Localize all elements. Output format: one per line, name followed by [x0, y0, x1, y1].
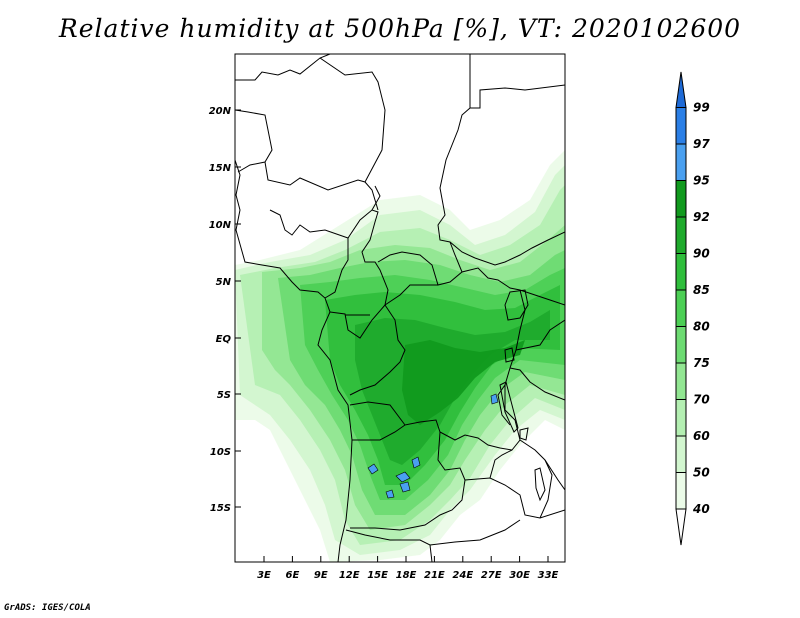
colorbar-label: 85 — [693, 283, 710, 297]
colorbar-box — [675, 253, 687, 291]
colorbar-label: 92 — [693, 210, 710, 224]
lon-label: 33E — [538, 570, 559, 581]
colorbar-boxes — [675, 71, 687, 546]
lon-label: 21E — [424, 570, 445, 581]
lat-label: 15N — [209, 163, 232, 174]
lon-label: 30E — [509, 570, 530, 581]
lon-label: 9E — [314, 570, 328, 581]
country-borders — [235, 54, 565, 562]
grads-credit: GrADS: IGES/COLA — [4, 603, 91, 613]
colorbar-box — [675, 143, 687, 181]
lon-label: 24E — [452, 570, 473, 581]
lon-label: 12E — [339, 570, 360, 581]
map-panel — [235, 54, 565, 562]
colorbar: 99 97 95 92 90 85 80 75 70 60 50 40 — [675, 71, 710, 546]
colorbar-box — [675, 289, 687, 327]
colorbar-box — [675, 472, 687, 510]
colorbar-below-triangle — [675, 508, 687, 546]
humidity-field — [235, 150, 565, 562]
lat-label: 5S — [217, 390, 231, 401]
colorbar-above-triangle — [675, 71, 687, 108]
high-humidity-patches — [367, 393, 499, 499]
latitude-axis: 20N 15N 10N 5N EQ 5S 10S 15S — [209, 106, 241, 514]
lat-label: EQ — [216, 334, 232, 345]
lat-label: 10S — [210, 447, 231, 458]
lon-label: 15E — [367, 570, 388, 581]
lon-label: 6E — [286, 570, 300, 581]
colorbar-label: 60 — [693, 429, 710, 443]
colorbar-label: 95 — [693, 174, 710, 188]
colorbar-label: 80 — [693, 320, 710, 334]
lat-label: 15S — [210, 503, 231, 514]
colorbar-box — [675, 435, 687, 473]
colorbar-box — [675, 362, 687, 400]
lon-label: 3E — [257, 570, 271, 581]
colorbar-label: 75 — [693, 356, 710, 370]
colorbar-label: 90 — [693, 247, 710, 261]
lat-label: 20N — [209, 106, 232, 117]
map-frame — [234, 53, 566, 563]
colorbar-label: 70 — [693, 393, 710, 407]
humidity-contour-92_95 — [402, 340, 525, 425]
colorbar-label: 50 — [693, 466, 710, 480]
lat-label: 5N — [216, 277, 232, 288]
colorbar-box — [675, 216, 687, 254]
colorbar-labels: 99 97 95 92 90 85 80 75 70 60 50 40 — [692, 101, 710, 517]
lon-label: 27E — [481, 570, 502, 581]
map-title: Relative humidity at 500hPa [%], VT: 202… — [58, 14, 742, 43]
colorbar-label: 99 — [693, 101, 710, 115]
longitude-axis: 3E 6E 9E 12E 15E 18E 21E 24E 27E 30E 33E — [257, 556, 559, 581]
colorbar-label: 97 — [693, 137, 710, 151]
lon-label: 18E — [396, 570, 417, 581]
colorbar-box — [675, 399, 687, 437]
colorbar-box — [675, 180, 687, 218]
colorbar-label: 40 — [692, 502, 710, 516]
colorbar-box — [675, 326, 687, 364]
lat-label: 10N — [209, 220, 232, 231]
colorbar-box — [675, 107, 687, 145]
